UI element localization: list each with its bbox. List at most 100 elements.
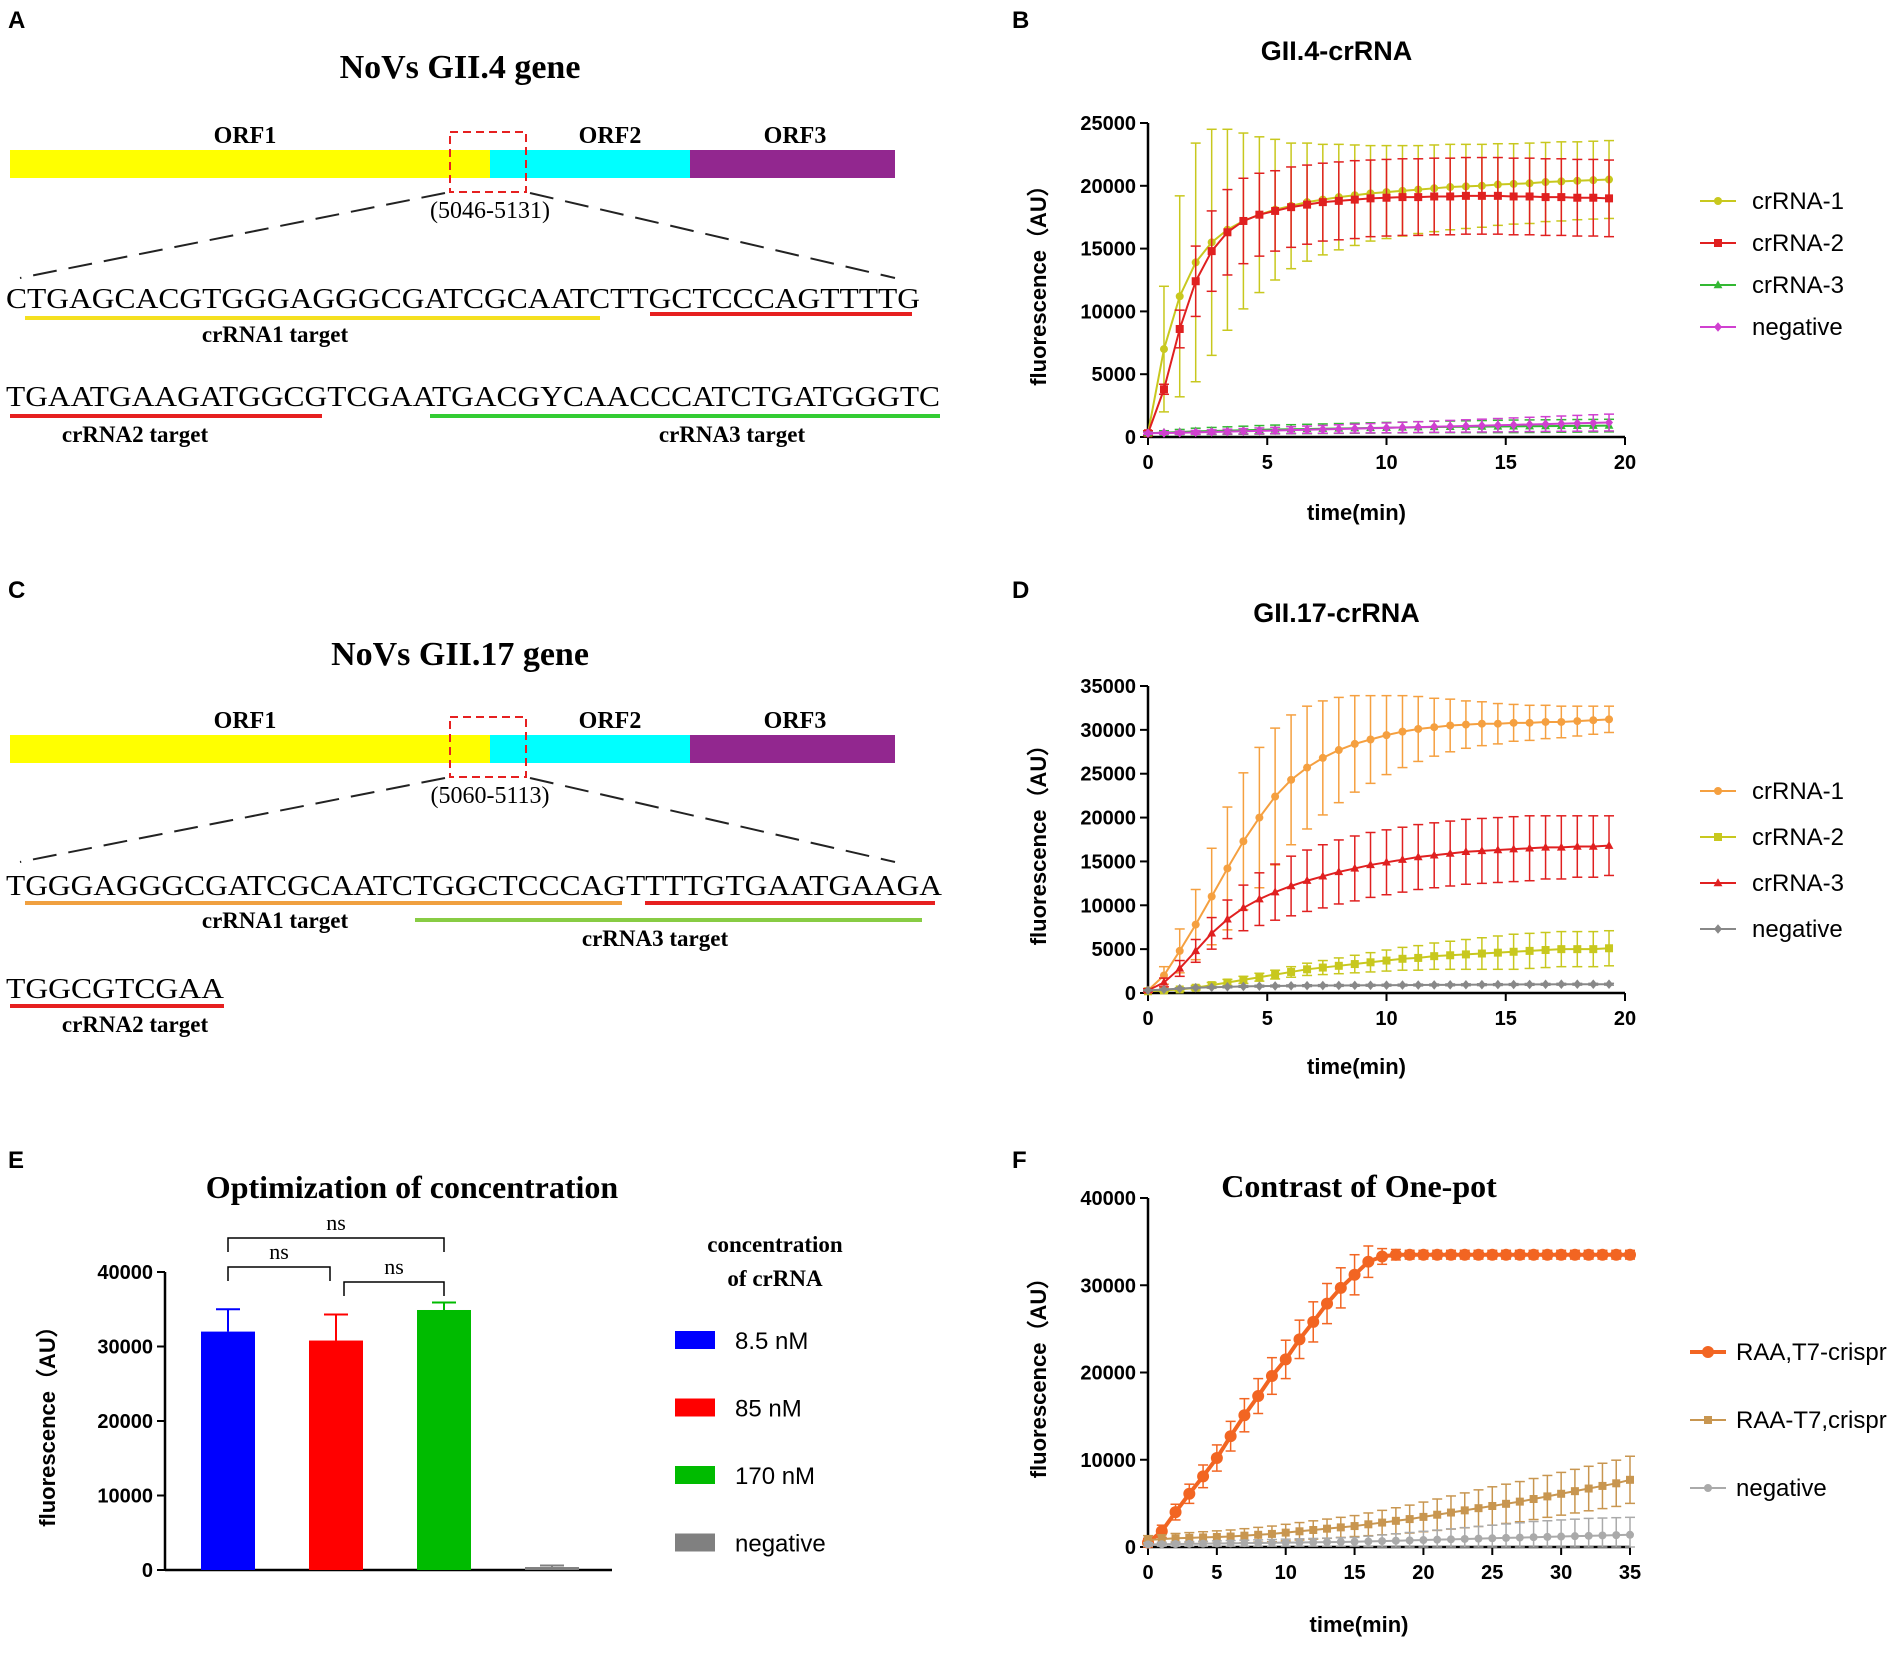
data-point: [1605, 417, 1614, 428]
y-tick-label: 10000: [1080, 895, 1136, 917]
data-point: [1191, 277, 1200, 286]
data-point: [1444, 1248, 1457, 1261]
data-point: [1446, 421, 1455, 432]
data-point: [1556, 842, 1566, 851]
y-tick-label: 0: [1125, 427, 1136, 449]
data-point: [1207, 427, 1216, 437]
data-point: [1210, 1452, 1223, 1465]
panel-label-f: F: [1012, 1147, 1027, 1174]
data-point: [1413, 852, 1423, 861]
data-point: [1302, 875, 1312, 884]
data-point: [1605, 944, 1614, 953]
sequence-line-2: TGGCGTCGAA: [6, 974, 225, 1005]
x-tick-label: 20: [1412, 1562, 1434, 1584]
gene-title: NoVs GII.17 gene: [331, 636, 589, 673]
x-tick-label: 5: [1262, 1008, 1273, 1030]
zoom-line-left: [19, 192, 446, 279]
data-point: [1318, 963, 1327, 972]
y-tick-label: 30000: [97, 1337, 153, 1359]
significance-bracket: [343, 1281, 445, 1296]
zoom-line-left: [19, 777, 446, 863]
orf3-label: ORF3: [764, 123, 827, 149]
data-point: [1610, 1248, 1623, 1261]
data-point: [1199, 1539, 1208, 1548]
data-point: [1446, 192, 1455, 201]
data-point: [1255, 981, 1264, 991]
data-point: [1157, 1535, 1166, 1544]
data-point: [1446, 721, 1455, 730]
gene-diagram-a: NoVs GII.4 gene ORF1 ORF2 ORF3 (5046-513…: [6, 49, 940, 447]
data-point: [1389, 1248, 1402, 1261]
data-point: [1183, 1487, 1196, 1500]
data-point: [1197, 1470, 1210, 1483]
data-point: [1350, 863, 1360, 872]
data-point: [1303, 980, 1312, 991]
legend-swatch: [675, 1331, 715, 1349]
y-tick-label: 15000: [1080, 239, 1136, 261]
data-point: [1515, 1533, 1524, 1542]
crrna3-target-label: crRNA3 target: [659, 422, 806, 447]
data-point: [1429, 850, 1439, 859]
y-axis-label: fluorescence（AU）: [1026, 174, 1051, 386]
data-point: [1239, 837, 1248, 846]
panel-label-a: A: [8, 7, 25, 34]
data-point: [1493, 191, 1502, 200]
significance-bracket: [227, 1266, 331, 1281]
data-point: [1239, 903, 1248, 912]
data-point: [1624, 1248, 1636, 1261]
y-tick-label: 30000: [1080, 1275, 1136, 1297]
data-point: [1509, 718, 1518, 727]
data-point: [1477, 979, 1486, 990]
data-point: [1398, 422, 1407, 433]
orf2-label: ORF2: [579, 708, 642, 734]
data-point: [1570, 1487, 1579, 1496]
data-point: [1287, 967, 1296, 976]
data-point: [1541, 193, 1550, 202]
data-point: [1382, 193, 1391, 202]
legend-label: 85 nM: [735, 1396, 802, 1423]
data-point: [1191, 982, 1200, 993]
data-point: [1486, 1248, 1499, 1261]
data-point: [1271, 425, 1280, 436]
legend-label: 170 nM: [735, 1463, 815, 1490]
chart-one-pot-contrast: Contrast of One-pot 0 5 10 15 20 25 30 35 0 10000 2…: [1026, 1168, 1887, 1637]
data-point: [1605, 194, 1614, 203]
y-tick-label: 0: [142, 1560, 153, 1582]
data-point: [1472, 1248, 1485, 1261]
data-point: [1144, 1540, 1152, 1549]
data-point: [1557, 979, 1566, 990]
data-point: [1568, 1248, 1581, 1261]
data-point: [1557, 418, 1566, 429]
data-point: [1318, 980, 1327, 991]
data-point: [1334, 1281, 1347, 1294]
data-point: [1226, 1539, 1235, 1548]
legend-swatch: [675, 1466, 715, 1484]
data-point: [1414, 953, 1423, 962]
data-point: [1557, 945, 1566, 954]
data-point: [1318, 871, 1328, 880]
legend-label: RAA-T7,crispr: [1736, 1407, 1887, 1434]
data-point: [1557, 1489, 1566, 1498]
y-tick-label: 20000: [1080, 808, 1136, 830]
data-point: [1430, 952, 1439, 961]
data-point: [1488, 1534, 1497, 1543]
data-point: [1255, 813, 1264, 822]
x-tick-label: 5: [1262, 452, 1273, 474]
data-point: [1596, 1248, 1609, 1261]
bar-negative: [525, 1567, 579, 1570]
legend-label: RAA,T7-crispr: [1736, 1339, 1887, 1366]
data-point: [1382, 423, 1391, 433]
zoom-line-right: [529, 777, 896, 863]
data-point: [1529, 1533, 1538, 1542]
orf1-bar: [10, 735, 490, 763]
x-tick-label: 0: [1142, 1562, 1153, 1584]
bar-8.5 nM: [201, 1331, 255, 1570]
data-point: [1212, 1532, 1221, 1541]
data-point: [1414, 980, 1423, 990]
data-point: [1509, 420, 1518, 430]
data-point: [1271, 981, 1280, 991]
data-point: [1433, 1510, 1442, 1519]
data-point: [1398, 980, 1407, 990]
legend-marker: [1714, 239, 1722, 247]
